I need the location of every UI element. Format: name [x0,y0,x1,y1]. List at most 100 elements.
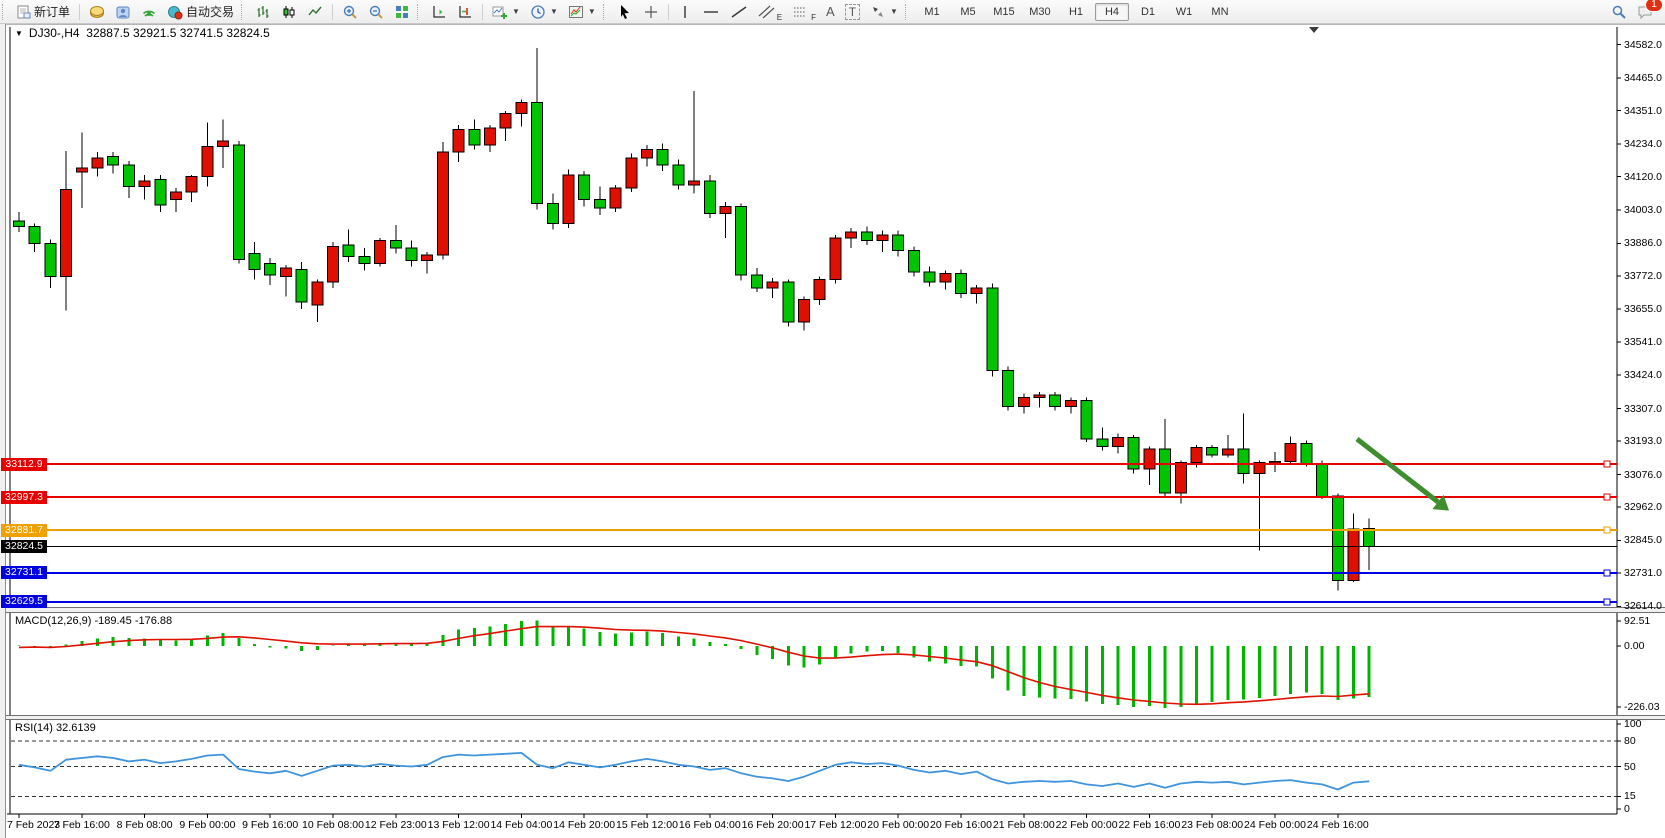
price-level-badge: 33112.9 [1,457,47,471]
new-order-button[interactable]: 新订单 [12,1,74,23]
chevron-down-icon: ▼ [549,7,558,16]
indicators-button[interactable]: ▼ [488,1,524,23]
new-order-icon [17,5,31,19]
current-price-badge: 32824.5 [1,539,47,553]
tf-button-M5[interactable]: M5 [960,5,976,18]
profiles-icon [116,6,130,18]
notification-badge: 1 [1645,0,1663,12]
auto-scroll-button[interactable] [427,1,451,23]
bar-chart-icon [257,5,269,18]
price-tick-label: 34120.0 [1624,170,1662,183]
channel-icon [758,5,775,18]
price-tick-label: 33307.0 [1624,402,1662,415]
charts-grid-button[interactable] [85,1,109,23]
time-axis-label: 24 Feb 16:00 [1306,819,1369,831]
signals-icon [142,10,156,17]
bar-chart-button[interactable] [251,1,275,23]
trendline-button[interactable] [726,1,752,23]
toolbar-grip [602,3,608,20]
trend-arrow[interactable] [1355,437,1440,504]
periods-button[interactable]: ▼ [526,1,562,23]
price-tick-label: 33424.0 [1624,369,1662,382]
rsi-tick-label: 80 [1624,735,1636,747]
candlestick-button[interactable] [277,1,301,23]
tf-button-M1[interactable]: M1 [924,5,940,18]
arrows-button[interactable]: ▼ [866,1,902,23]
price-level-badge: 32997.3 [1,490,47,504]
price-tick-label: 33541.0 [1624,335,1662,348]
cursor-button[interactable] [613,1,637,23]
time-axis-label: 22 Feb 16:00 [1118,819,1181,831]
chart-shift-button[interactable] [453,1,477,23]
chevron-down-icon: ▼ [890,7,898,16]
time-axis-label: 14 Feb 20:00 [553,819,616,831]
time-axis-label: 20 Feb 00:00 [867,819,930,831]
autotrading-button[interactable]: 自动交易 [163,1,238,23]
panel-resizer[interactable] [6,607,1665,613]
crosshair-icon [644,5,657,18]
cursor-icon [620,4,629,19]
macd-tick-label: 0.00 [1624,640,1645,652]
chart-menu-arrow-icon[interactable]: ▼ [15,29,23,38]
search-button[interactable] [1607,1,1631,23]
tf-button-H4[interactable]: H4 [1094,2,1129,21]
time-axis-label: 8 Feb 08:00 [116,819,173,831]
chevron-down-icon: ▼ [587,7,596,16]
zoom-out-button[interactable] [364,1,388,23]
text-button[interactable]: A [822,1,839,23]
vertical-line-button[interactable] [674,1,696,23]
tile-windows-icon [396,5,409,18]
price-tick-label: 32845.0 [1624,534,1662,547]
separator [667,3,669,20]
toolbar-right: 1 [1606,0,1663,23]
templates-button[interactable]: ▼ [564,1,600,23]
horizontal-line-icon [703,10,718,13]
macd-tick-label: -226.03 [1624,701,1660,714]
chart-window[interactable]: ▼ DJ30-,H4 32887.5 32921.5 32741.5 32824.… [1,24,1665,838]
fibo-sub-label: F [811,12,817,22]
time-axis-label: 21 Feb 08:00 [992,819,1055,831]
signals-button[interactable] [137,1,161,23]
fibonacci-icon [794,6,807,17]
chart-shift-icon [459,5,472,17]
zoom-in-button[interactable] [338,1,362,23]
tf-button-M15[interactable]: M15 [993,5,1015,18]
line-chart-button[interactable] [303,1,327,23]
autotrading-label: 自动交易 [186,5,235,19]
chart-shift-marker[interactable] [1309,27,1319,33]
time-axis-label: 9 Feb 16:00 [242,819,299,831]
timeframe-group: M1 M5 M15 M30 H1 H4 D1 W1 MN [914,2,1238,21]
chart-symbol-period: DJ30-,H4 [28,26,80,40]
price-tick-label: 34003.0 [1624,203,1662,216]
candlestick-icon [283,5,295,18]
chart-title: ▼ DJ30-,H4 32887.5 32921.5 32741.5 32824.… [15,26,270,40]
equidistant-channel-button[interactable]: E [754,1,786,23]
time-axis-label: 7 Feb 16:00 [53,819,110,831]
price-level-badge: 32881.7 [1,523,47,537]
crosshair-button[interactable] [639,1,663,23]
tf-button-M30[interactable]: M30 [1029,5,1051,18]
time-axis-label: 16 Feb 04:00 [678,819,741,831]
panel-resizer[interactable] [6,715,1665,720]
time-axis-label: 23 Feb 08:00 [1181,819,1244,831]
toolbar: 新订单 自动交易 [0,0,1665,24]
tf-button-W1[interactable]: W1 [1175,5,1193,18]
zoom-in-icon [343,5,357,19]
text-label-button[interactable]: T [841,1,864,23]
time-axis-label: 15 Feb 12:00 [616,819,678,831]
autotrading-icon [168,5,183,19]
new-order-label: 新订单 [34,5,71,19]
notifications-button[interactable]: 1 [1633,0,1663,23]
fibonacci-button[interactable]: F [788,1,820,23]
tf-button-H1[interactable]: H1 [1068,5,1083,18]
tf-button-MN[interactable]: MN [1211,5,1229,18]
horizontal-line-button[interactable] [698,1,724,23]
rsi-indicator-label: RSI(14) 32.6139 [15,722,96,734]
profiles-button[interactable] [111,1,135,23]
tile-windows-button[interactable] [390,1,414,23]
price-tick-label: 32731.0 [1624,567,1662,580]
time-axis-label: 22 Feb 00:00 [1055,819,1118,831]
tf-button-D1[interactable]: D1 [1140,5,1155,18]
